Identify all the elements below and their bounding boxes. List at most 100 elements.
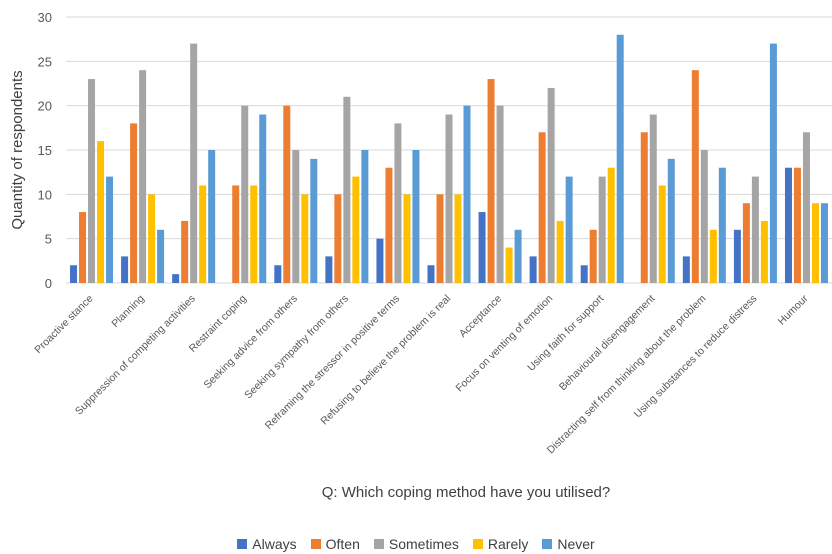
x-tick-label: Seeking advice from others (201, 293, 299, 391)
bar-never (820, 203, 828, 283)
bar-sometimes (598, 176, 606, 283)
bar-never (208, 150, 216, 283)
bar-often (385, 167, 393, 283)
bar-never (412, 150, 420, 283)
bar-often (283, 105, 291, 284)
bar-sometimes (445, 114, 453, 284)
bar-rarely (148, 194, 156, 283)
bar-often (691, 70, 699, 283)
bar-often (130, 123, 138, 284)
bar-sometimes (292, 150, 300, 283)
legend-label: Never (557, 536, 595, 552)
bar-rarely (658, 185, 666, 283)
bar-never (361, 150, 369, 283)
bar-rarely (403, 194, 411, 283)
x-tick-label: Behavioural disengagement (557, 293, 658, 394)
legend-swatch (472, 539, 483, 549)
legend-item-sometimes: Sometimes (373, 536, 459, 552)
y-tick-label: 30 (38, 10, 52, 25)
bars (70, 34, 828, 284)
bar-rarely (199, 185, 207, 283)
bar-sometimes (139, 70, 147, 283)
legend-label: Often (325, 536, 360, 552)
bar-never (310, 158, 318, 283)
bar-never (157, 229, 165, 283)
y-tick-label: 20 (38, 99, 52, 114)
bar-always (580, 265, 588, 283)
bar-sometimes (700, 150, 708, 283)
bar-rarely (250, 185, 258, 283)
bar-never (718, 167, 726, 283)
x-tick-label: Focus on venting of emotion (453, 293, 555, 395)
y-tick-labels: 0 5 10 15 20 25 30 (38, 10, 52, 291)
bar-never (259, 114, 267, 284)
bar-always (376, 238, 384, 283)
x-tick-label: Proactive stance (32, 293, 95, 356)
legend-item-often: Often (310, 536, 360, 552)
bar-never (616, 34, 624, 283)
bar-sometimes (547, 87, 555, 283)
legend-label: Always (252, 536, 297, 552)
bar-never (565, 176, 573, 283)
legend-item-never: Never (542, 536, 595, 552)
bar-always (121, 256, 129, 283)
bar-sometimes (343, 96, 351, 283)
bar-often (589, 229, 597, 283)
bar-sometimes (649, 114, 657, 284)
bar-often (436, 194, 444, 283)
bar-rarely (454, 194, 462, 283)
bar-sometimes (190, 43, 198, 283)
x-tick-label: Humour (776, 292, 811, 327)
x-tick-label: Acceptance (457, 293, 504, 340)
bar-rarely (709, 229, 717, 283)
bar-always (70, 265, 78, 283)
bar-sometimes (496, 105, 504, 284)
bar-never (106, 176, 114, 283)
bar-always (682, 256, 690, 283)
bar-sometimes (241, 105, 249, 284)
bar-always (478, 212, 486, 283)
bar-never (769, 43, 777, 283)
bar-often (793, 167, 801, 283)
y-tick-label: 5 (45, 232, 52, 247)
legend-swatch (237, 539, 248, 549)
bar-always (733, 229, 741, 283)
bar-often (538, 132, 546, 283)
bar-always (784, 167, 792, 283)
bar-often (487, 79, 495, 283)
bar-rarely (760, 220, 768, 283)
bar-rarely (607, 167, 615, 283)
bar-always (274, 265, 282, 283)
bar-often (742, 203, 750, 283)
y-tick-label: 15 (38, 143, 52, 158)
bar-never (463, 105, 471, 284)
legend-item-rarely: Rarely (472, 536, 529, 552)
bar-often (79, 212, 87, 283)
bar-often (640, 132, 648, 283)
bar-rarely (556, 220, 564, 283)
bar-sometimes (751, 176, 759, 283)
bar-sometimes (802, 132, 810, 283)
bar-never (514, 229, 522, 283)
legend-label: Rarely (487, 536, 529, 552)
x-tick-label: Planning (109, 293, 146, 330)
bar-often (181, 220, 189, 283)
bar-rarely (505, 247, 513, 283)
legend-swatch (373, 539, 384, 549)
bar-never (667, 158, 675, 283)
legend-label: Sometimes (388, 536, 459, 552)
legend-swatch (310, 539, 321, 549)
bar-sometimes (394, 123, 402, 284)
bar-rarely (301, 194, 309, 283)
bar-always (325, 256, 333, 283)
bar-always (529, 256, 537, 283)
y-tick-label: 25 (38, 54, 52, 69)
bar-often (232, 185, 240, 283)
legend-swatch (542, 539, 553, 549)
bar-rarely (97, 141, 105, 283)
x-tick-label: Seeking sympathy from others (242, 293, 351, 402)
bar-always (172, 274, 180, 283)
y-tick-label: 0 (45, 276, 52, 291)
